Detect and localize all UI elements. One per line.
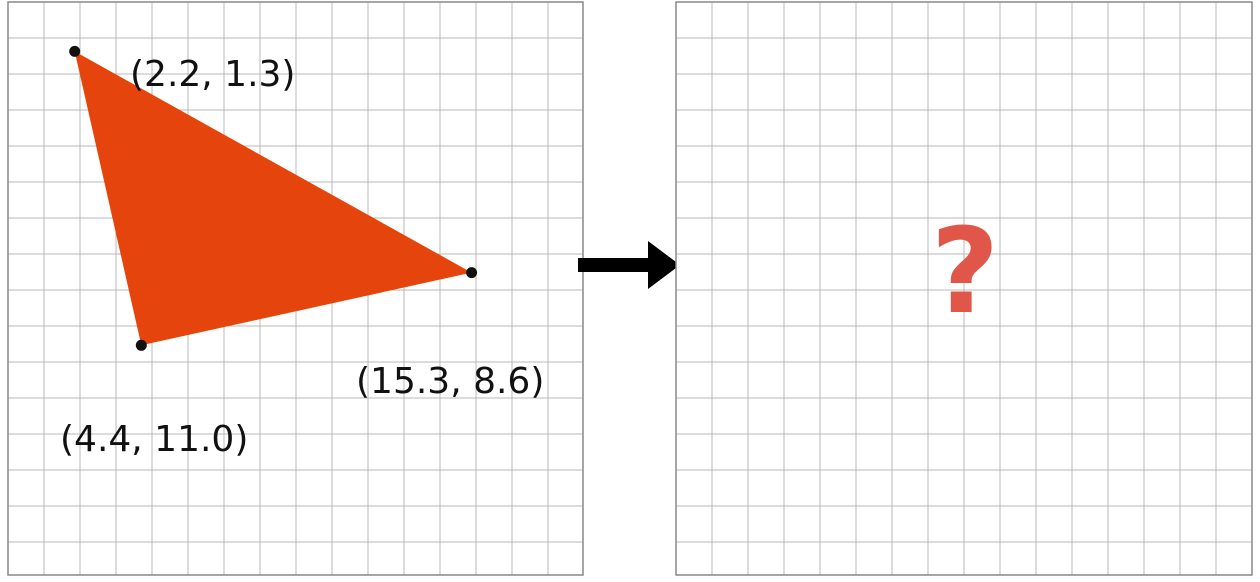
- left-grid-border: [7, 1, 584, 576]
- vertex-label-top: (2.2, 1.3): [130, 54, 295, 95]
- vertex-dot: [69, 45, 81, 57]
- vertex-dot: [135, 339, 147, 351]
- vertex-label-right: (15.3, 8.6): [356, 361, 544, 402]
- right-grid-border: [675, 1, 1253, 576]
- left-grid-panel: (2.2, 1.3) (4.4, 11.0) (15.3, 8.6): [7, 1, 584, 576]
- question-mark: ?: [931, 202, 999, 340]
- right-grid-lines: [676, 2, 1252, 575]
- vertex-label-bottom-left: (4.4, 11.0): [60, 419, 248, 460]
- right-grid-panel: ?: [675, 1, 1253, 576]
- right-arrow-icon: [578, 241, 680, 289]
- vertex-dot: [466, 267, 478, 279]
- triangle: [74, 51, 472, 346]
